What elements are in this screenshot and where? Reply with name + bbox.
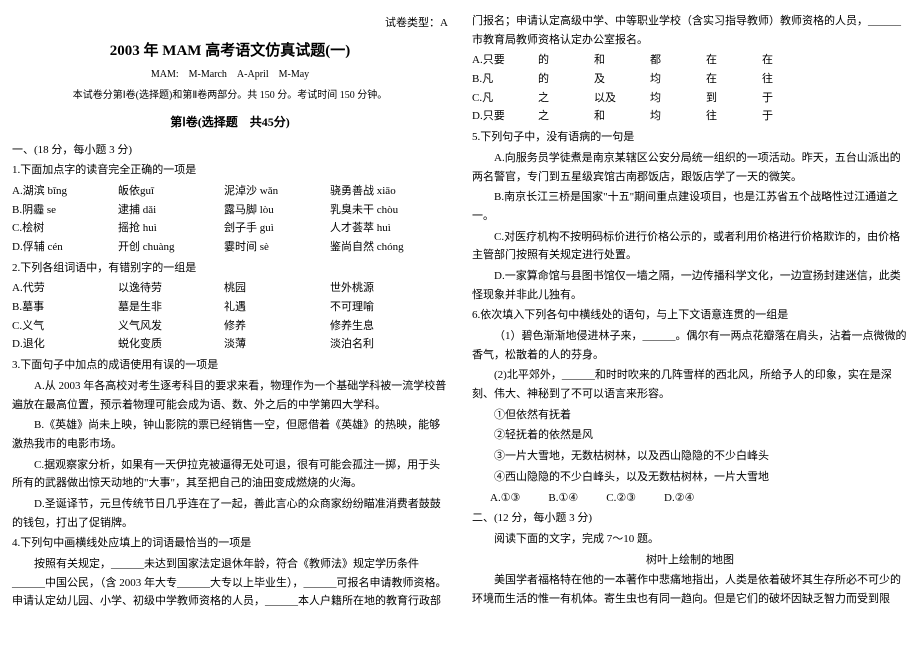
q1-c3: 刽子手 guì bbox=[224, 219, 330, 238]
q4-d4: 往 bbox=[706, 107, 762, 126]
part1-head: 一、(18 分，每小题 3 分) bbox=[12, 141, 448, 160]
instructions: 本试卷分第Ⅰ卷(选择题)和第Ⅱ卷两部分。共 150 分。考试时间 150 分钟。 bbox=[12, 87, 448, 104]
q2-options: A.代劳以逸待劳桃园世外桃源 B.墓事墓是生非礼遇不可理喻 C.义气义气风发修养… bbox=[12, 279, 448, 354]
q4-options: A.只要的和都在在 B.凡的及均在往 C.凡之以及均到于 D.只要之和均往于 bbox=[472, 51, 908, 126]
q4-a1: 的 bbox=[538, 51, 594, 70]
q3-d: D.圣诞译节，元旦传统节日几乎连在了一起，善此言心的众商家纷纷瞄准消费者鼓鼓的钱… bbox=[12, 495, 448, 532]
q1-a1: A.湖滨 bīng bbox=[12, 182, 118, 201]
q1-d2: 开创 chuàng bbox=[118, 238, 224, 257]
q2-d4: 淡泊名利 bbox=[330, 335, 436, 354]
q4-a0: A.只要 bbox=[472, 51, 538, 70]
q6-options: A.①③ B.①④ C.②③ D.②④ bbox=[472, 489, 908, 508]
q2-b2: 墓是生非 bbox=[118, 298, 224, 317]
q5: 5.下列句子中，没有语病的一句是 bbox=[472, 128, 908, 147]
q4-c4: 到 bbox=[706, 89, 762, 108]
q6-2: (2)北平郊外，______和时时吹来的几阵雪样的西北风，所给予人的印象，实在是… bbox=[472, 366, 908, 403]
q4-a4: 在 bbox=[706, 51, 762, 70]
q4-b0: B.凡 bbox=[472, 70, 538, 89]
q1-c1: C.桧树 bbox=[12, 219, 118, 238]
q2-d3: 淡薄 bbox=[224, 335, 330, 354]
q1-a4: 骁勇善战 xiāo bbox=[330, 182, 436, 201]
q1-a2: 皈依guī bbox=[118, 182, 224, 201]
q2-c3: 修养 bbox=[224, 317, 330, 336]
q1-b1: B.阴霾 se bbox=[12, 201, 118, 220]
passage-title: 树叶上绘制的地图 bbox=[472, 551, 908, 570]
section1-title: 第Ⅰ卷(选择题 共45分) bbox=[12, 112, 448, 132]
q3-c: C.据观察家分析，如果有一天伊拉克被逼得无处可退，很有可能会孤注一掷，用于头所有… bbox=[12, 456, 448, 493]
q2-c1: C.义气 bbox=[12, 317, 118, 336]
q4-d2: 和 bbox=[594, 107, 650, 126]
q5-d: D.一家算命馆与县图书馆仅一墙之隔，一边传播科学文化，一边宣扬封建迷信，此类怪现… bbox=[472, 267, 908, 304]
paper-type: 试卷类型：A bbox=[12, 14, 448, 33]
title: 2003 年 MAM 高考语文仿真试题(一) bbox=[12, 39, 448, 65]
q4-a3: 都 bbox=[650, 51, 706, 70]
q6-od: D.②④ bbox=[664, 489, 694, 508]
q1-b2: 逮捕 dǎi bbox=[118, 201, 224, 220]
q2-d2: 蜕化变质 bbox=[118, 335, 224, 354]
q2-a2: 以逸待劳 bbox=[118, 279, 224, 298]
q2-b3: 礼遇 bbox=[224, 298, 330, 317]
q2-a4: 世外桃源 bbox=[330, 279, 436, 298]
q6-i3: ③一片大雪地，无数枯树林，以及西山隐隐的不少白峰头 bbox=[472, 447, 908, 466]
q5-c: C.对医疗机构不按明码标价进行价格公示的，或者利用价格进行价格欺诈的，由价格主管… bbox=[472, 228, 908, 265]
q2-b1: B.墓事 bbox=[12, 298, 118, 317]
q6-1: （1）碧色渐渐地侵进林子来，______。偶尔有一两点花瓣落在肩头，沾着一点微微… bbox=[472, 327, 908, 364]
q4-a5: 在 bbox=[762, 51, 818, 70]
q6-i1: ①但依然有抚着 bbox=[472, 406, 908, 425]
q4-c3: 均 bbox=[650, 89, 706, 108]
q4-d5: 于 bbox=[762, 107, 818, 126]
q4-c2: 以及 bbox=[594, 89, 650, 108]
q1-b4: 乳臭未干 chòu bbox=[330, 201, 436, 220]
q4-d0: D.只要 bbox=[472, 107, 538, 126]
q3: 3.下面句子中加点的成语使用有误的一项是 bbox=[12, 356, 448, 375]
q5-b: B.南京长江三桥是国家"十五"期间重点建设项目，也是江苏省五个战略性过江通道之一… bbox=[472, 188, 908, 225]
mam-line: MAM: M-March A-April M-May bbox=[12, 66, 448, 83]
q5-a: A.向服务员学徒煮是南京某辖区公安分局统一组织的一项活动。昨天，五台山派出的两名… bbox=[472, 149, 908, 186]
q1-d4: 鉴尚自然 chóng bbox=[330, 238, 436, 257]
reading-intro: 阅读下面的文字，完成 7～10 题。 bbox=[472, 530, 908, 549]
q2-d1: D.退化 bbox=[12, 335, 118, 354]
q6-i4: ④西山隐隐的不少白峰头，以及无数枯树林，一片大雪地 bbox=[472, 468, 908, 487]
q6-i2: ②轻抚着的依然是风 bbox=[472, 426, 908, 445]
q4-c1: 之 bbox=[538, 89, 594, 108]
q2-b4: 不可理喻 bbox=[330, 298, 436, 317]
q6: 6.依次填入下列各句中横线处的语句，与上下文语意连贯的一组是 bbox=[472, 306, 908, 325]
q2-a3: 桃园 bbox=[224, 279, 330, 298]
q6-oa: A.①③ bbox=[490, 489, 520, 508]
q1: 1.下面加点字的读音完全正确的一项是 bbox=[12, 161, 448, 180]
q1-b3: 露马脚 lòu bbox=[224, 201, 330, 220]
q4-c0: C.凡 bbox=[472, 89, 538, 108]
q4-b1: 的 bbox=[538, 70, 594, 89]
part2-head: 二、(12 分，每小题 3 分) bbox=[472, 509, 908, 528]
q4-c5: 于 bbox=[762, 89, 818, 108]
q2-c4: 修养生息 bbox=[330, 317, 436, 336]
q1-c4: 人才荟萃 huì bbox=[330, 219, 436, 238]
q3-b: B.《英雄》尚未上映，钟山影院的票已经销售一空，但愿借着《英雄》的热映，能够激热… bbox=[12, 416, 448, 453]
q3-a: A.从 2003 年各高校对考生逐考科目的要求来看，物理作为一个基础学科被一流学… bbox=[12, 377, 448, 414]
q4: 4.下列句中画横线处应填上的词语最恰当的一项是 bbox=[12, 534, 448, 553]
q4-b3: 均 bbox=[650, 70, 706, 89]
q2: 2.下列各组词语中，有错别字的一组是 bbox=[12, 259, 448, 278]
q1-a3: 泥淖沙 wǎn bbox=[224, 182, 330, 201]
q6-oc: C.②③ bbox=[606, 489, 636, 508]
q4-d1: 之 bbox=[538, 107, 594, 126]
q2-c2: 义气风发 bbox=[118, 317, 224, 336]
q4-b2: 及 bbox=[594, 70, 650, 89]
q2-a1: A.代劳 bbox=[12, 279, 118, 298]
q1-d1: D.俘辅 cén bbox=[12, 238, 118, 257]
q1-options: A.湖滨 bīng皈依guī泥淖沙 wǎn骁勇善战 xiāo B.阴霾 se逮捕… bbox=[12, 182, 448, 257]
q4-d3: 均 bbox=[650, 107, 706, 126]
q6-ob: B.①④ bbox=[548, 489, 578, 508]
q4-b4: 在 bbox=[706, 70, 762, 89]
q1-c2: 摇抢 huì bbox=[118, 219, 224, 238]
q1-d3: 霎时间 sè bbox=[224, 238, 330, 257]
q4-a2: 和 bbox=[594, 51, 650, 70]
q4-b5: 往 bbox=[762, 70, 818, 89]
